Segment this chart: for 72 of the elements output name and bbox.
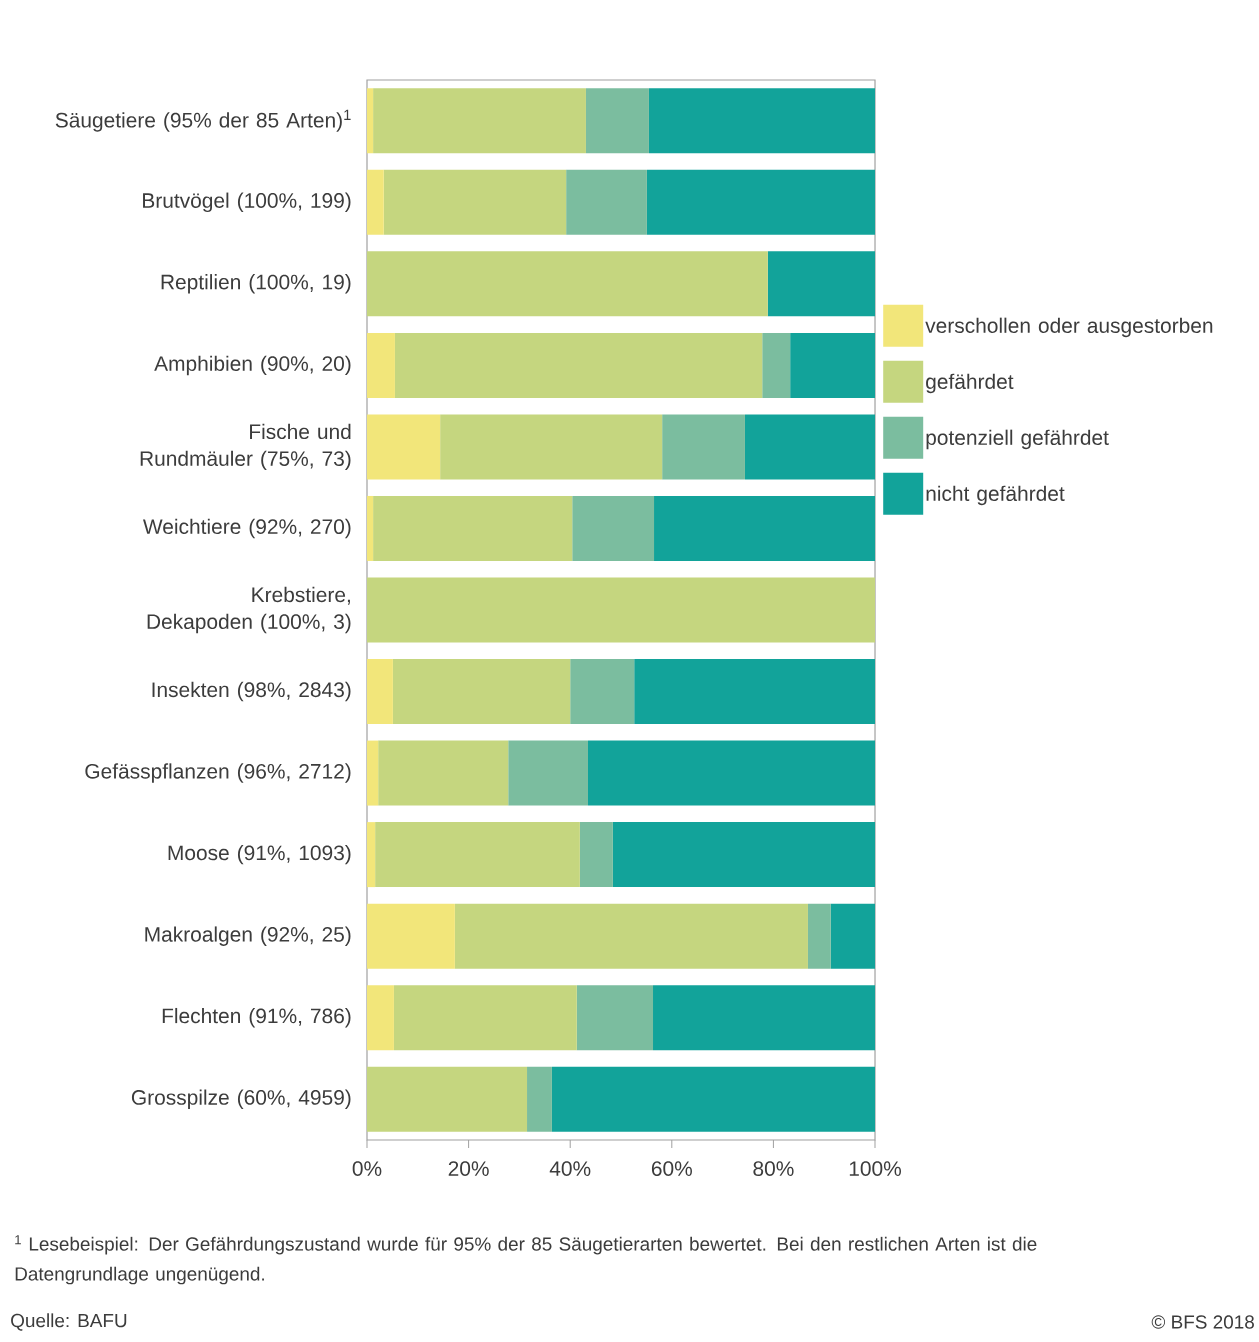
x-tick-label: 60%: [651, 1161, 692, 1176]
legend-label: verschollen oder ausgestorben: [925, 317, 1213, 338]
bar: [587, 740, 876, 806]
y-tick-label: Reptilien (100%, 19): [161, 274, 351, 294]
bar: [367, 903, 455, 969]
source-note: Quelle: BAFU: [11, 1313, 127, 1331]
x-tick-label: 0%: [352, 1161, 382, 1176]
bar: [527, 1066, 552, 1132]
bar: [373, 88, 586, 154]
bar: [648, 88, 876, 154]
bar: [367, 659, 393, 725]
text: $^{1}$ Lesebeispiel: Der Gefährdungszustand wurde für 95% der 85 Säugetierarten bewertet. Bei den restlichen Arten ist die Datengrundlage ungenügend.: [15, 1235, 1037, 1285]
y-tick-label: Krebstiere, Dekapoden (100%, 3): [147, 586, 351, 634]
legend-label: nicht gefährdet: [926, 485, 1065, 506]
x-tick-label: 20%: [448, 1161, 489, 1176]
bar: [570, 659, 635, 725]
bar: [646, 169, 876, 235]
bar: [585, 88, 649, 154]
bar: [367, 822, 376, 888]
bar: [566, 169, 647, 235]
bar: [375, 822, 580, 888]
bar: [367, 985, 394, 1051]
legend-label: potenziell gefährdet: [926, 429, 1109, 450]
bar: [367, 88, 374, 154]
bar: [662, 414, 745, 480]
x-tick-label: 80%: [753, 1161, 794, 1176]
bar: [367, 332, 395, 398]
bar: [790, 332, 876, 398]
bar: [508, 740, 588, 806]
bar: [634, 659, 876, 725]
y-tick-label: Gefässpflanzen (96%, 2712): [85, 763, 351, 783]
bar: [373, 495, 573, 561]
bar: [830, 903, 876, 969]
bar: [744, 414, 876, 480]
bar: [767, 251, 876, 317]
bar: [654, 495, 876, 561]
y-tick-label: Säugetiere (95% der 85 Arten)$^{1}$: [55, 109, 351, 132]
bar: [367, 740, 379, 806]
bar: [393, 985, 577, 1051]
x-tick-label: 100%: [849, 1161, 902, 1176]
bar: [579, 822, 613, 888]
bar: [367, 251, 768, 317]
bar: [762, 332, 791, 398]
bar: [367, 577, 876, 643]
y-tick-label: Fische und Rundmäuler (75%, 73): [140, 423, 351, 471]
bar: [612, 822, 876, 888]
y-tick-label: Insekten (98%, 2843): [152, 681, 351, 702]
bar: [653, 985, 876, 1051]
bar: [367, 495, 374, 561]
x-tick-label: 40%: [549, 1161, 591, 1176]
bar: [367, 1066, 528, 1132]
bar: [383, 169, 567, 235]
bar: [440, 414, 663, 480]
bar: [367, 414, 441, 480]
bar: [367, 169, 384, 235]
y-tick-label: Moose (91%, 1093): [168, 844, 351, 865]
y-tick-label: Brutvögel (100%, 199): [143, 192, 351, 213]
y-tick-label: Makroalgen (92%, 25): [145, 926, 351, 946]
bar: [807, 903, 831, 969]
y-tick-label: Amphibien (90%, 20): [154, 355, 351, 376]
y-tick-label: Grosspilze (60%, 4959): [131, 1089, 351, 1109]
bar: [454, 903, 808, 969]
legend-label: gefährdet: [926, 373, 1014, 394]
y-tick-label: Weichtiere (92%, 270): [143, 518, 351, 539]
bar: [392, 659, 571, 725]
y-tick-label: Flechten (91%, 786): [162, 1007, 351, 1028]
bar: [378, 740, 509, 806]
bar: [572, 495, 655, 561]
bar: [576, 985, 654, 1051]
text: © BFS 2018: [1151, 1315, 1254, 1329]
bar: [551, 1066, 876, 1132]
bar: [394, 332, 763, 398]
